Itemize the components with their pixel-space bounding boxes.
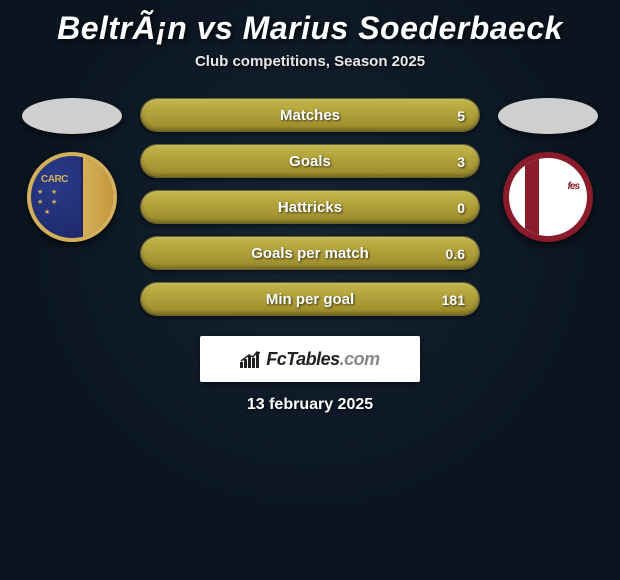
brand-box: FcTables.com [200,336,420,382]
content-row: CARC ★ ★ ★ ★ ★ Matches 5 Goals 3 [0,98,620,316]
stat-label: Hattricks [141,191,479,223]
stat-value: 3 [457,145,465,177]
stat-label: Matches [141,99,479,131]
brand-name-main: FcTables [266,349,339,369]
left-club-crest: CARC ★ ★ ★ ★ ★ [27,152,117,242]
left-crest-text: CARC [41,174,68,185]
brand-name: FcTables.com [266,349,379,370]
right-player-oval [498,98,598,134]
page-subtitle: Club competitions, Season 2025 [0,53,620,70]
page-container: BeltrÃ¡n vs Marius Soederbaeck Club comp… [0,0,620,580]
stat-label: Goals [141,145,479,177]
stat-value: 0 [457,191,465,223]
left-side: CARC ★ ★ ★ ★ ★ [12,98,132,242]
left-player-oval [22,98,122,134]
stat-label: Min per goal [141,283,479,315]
stat-row-goals-per-match: Goals per match 0.6 [140,236,480,270]
right-crest-text: fes [568,181,579,192]
stat-value: 0.6 [446,237,465,269]
stat-row-goals: Goals 3 [140,144,480,178]
right-club-crest: fes [503,152,593,242]
stat-row-matches: Matches 5 [140,98,480,132]
brand-name-suffix: .com [340,349,380,369]
stats-column: Matches 5 Goals 3 Hattricks 0 Goals per … [140,98,480,316]
left-crest-stars-icon: ★ ★ ★ ★ ★ [37,188,67,218]
stat-row-min-per-goal: Min per goal 181 [140,282,480,316]
stat-value: 181 [442,283,465,315]
stat-row-hattricks: Hattricks 0 [140,190,480,224]
right-side: fes [488,98,608,242]
stat-label: Goals per match [141,237,479,269]
page-title: BeltrÃ¡n vs Marius Soederbaeck [0,0,620,53]
footer-date: 13 february 2025 [0,396,620,414]
stat-value: 5 [457,99,465,131]
brand-chart-icon [240,350,262,368]
